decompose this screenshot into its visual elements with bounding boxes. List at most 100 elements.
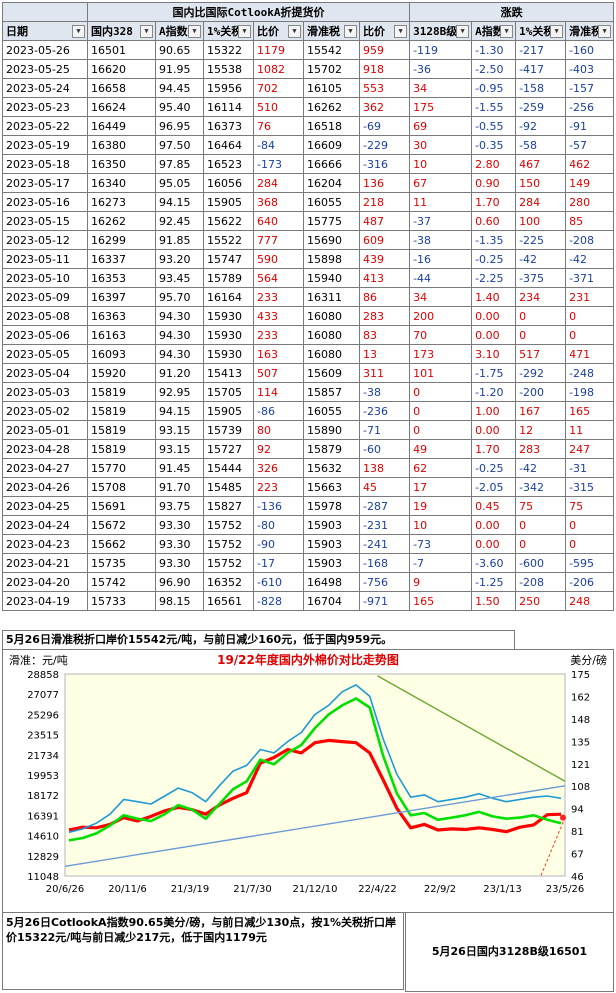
value-cell: 247 (565, 439, 615, 459)
series-line-0 (68, 738, 562, 834)
value-cell: 16518 (303, 116, 360, 136)
value-cell: -71 (358, 420, 411, 440)
value-cell: 16609 (303, 135, 360, 155)
date-cell: 2023-05-05 (2, 344, 88, 364)
column-header-10[interactable]: 滑准税 ▼ (565, 21, 615, 41)
value-cell: 11 (409, 192, 473, 212)
date-cell: 2023-04-27 (2, 458, 88, 478)
value-cell: 15770 (87, 458, 156, 478)
value-cell: 462 (565, 154, 615, 174)
column-header-1[interactable]: 国内328 ▼ (87, 21, 156, 41)
column-header-9[interactable]: 1%关税 ▼ (515, 21, 567, 41)
filter-dropdown-icon[interactable]: ▼ (344, 25, 357, 38)
table-row: 2023-05-05 16093 94.30 15930 163 16080 13 173 3.… (2, 344, 615, 364)
filter-dropdown-icon[interactable]: ▼ (550, 25, 564, 38)
value-cell: 15978 (303, 496, 360, 516)
value-cell: 95.05 (155, 173, 204, 193)
group-header-change: 涨跌 (409, 2, 615, 22)
value-cell: -259 (515, 97, 567, 117)
filter-dropdown-icon[interactable]: ▼ (456, 25, 470, 38)
filter-dropdown-icon[interactable]: ▼ (140, 25, 153, 38)
column-header-7[interactable]: 3128B级 ▼ (409, 21, 473, 41)
filter-dropdown-icon[interactable]: ▼ (188, 25, 201, 38)
column-header-5[interactable]: 滑准税 ▼ (303, 21, 360, 41)
column-header-4[interactable]: 比价 ▼ (253, 21, 304, 41)
value-cell: 16262 (87, 211, 156, 231)
value-cell: 439 (358, 249, 411, 269)
value-cell: 0 (515, 534, 567, 554)
value-cell: 15742 (87, 572, 156, 592)
value-cell: 0 (515, 325, 567, 345)
value-cell: 67 (409, 173, 473, 193)
value-cell: -1.20 (471, 382, 517, 402)
x-tick-label: 22/4/22 (358, 884, 397, 895)
column-header-0[interactable]: 日期 ▼ (2, 21, 88, 41)
value-cell: 91.20 (155, 363, 204, 383)
x-tick-label: 21/3/19 (171, 884, 210, 895)
filter-dropdown-icon[interactable]: ▼ (288, 25, 301, 38)
value-cell: 16093 (87, 344, 156, 364)
value-cell: -315 (565, 477, 615, 497)
value-cell: 16163 (87, 325, 156, 345)
date-cell: 2023-05-22 (2, 116, 88, 136)
y-left-tick-label: 21734 (27, 751, 59, 762)
table-row: 2023-05-09 16397 95.70 16164 233 16311 86 34 1.4… (2, 287, 615, 307)
value-cell: 165 (565, 401, 615, 421)
column-header-8[interactable]: A指数 ▼ (471, 21, 517, 41)
value-cell: 15739 (203, 420, 254, 440)
value-cell: -600 (515, 553, 567, 573)
value-cell: 34 (409, 78, 473, 98)
value-cell: 0.00 (471, 515, 517, 535)
y-right-axis-label: 美分/磅 (570, 653, 607, 667)
y-right-tick-label: 46 (571, 872, 584, 883)
value-cell: 1.40 (471, 287, 517, 307)
value-cell: -168 (358, 553, 411, 573)
column-header-label: 比价 (363, 25, 385, 38)
column-header-label: 日期 (6, 25, 28, 38)
value-cell: 16056 (203, 173, 254, 193)
filter-dropdown-icon[interactable]: ▼ (72, 25, 85, 38)
value-cell: -57 (565, 135, 615, 155)
value-cell: 15735 (87, 553, 156, 573)
table-row: 2023-05-10 16353 93.45 15789 564 15940 413 -44-… (2, 268, 615, 288)
date-cell: 2023-05-23 (2, 97, 88, 117)
value-cell: 223 (253, 477, 304, 497)
column-header-2[interactable]: A指数 ▼ (155, 21, 204, 41)
value-cell: 16299 (87, 230, 156, 250)
value-cell: 15956 (203, 78, 254, 98)
value-cell: 19 (409, 496, 473, 516)
y-left-tick-label: 28858 (27, 670, 59, 681)
value-cell: -1.30 (471, 40, 517, 60)
value-cell: -86 (253, 401, 304, 421)
value-cell: -17 (253, 553, 304, 573)
value-cell: 16273 (87, 192, 156, 212)
table-row: 2023-05-08 16363 94.30 15930 433 16080 283 200 0… (2, 306, 615, 326)
value-cell: -0.95 (471, 78, 517, 98)
value-cell: 1.70 (471, 192, 517, 212)
value-cell: 94.30 (155, 344, 204, 364)
header-blank (2, 2, 88, 22)
value-cell: 218 (358, 192, 411, 212)
value-cell: 16353 (87, 268, 156, 288)
date-cell: 2023-05-06 (2, 325, 88, 345)
value-cell: 16620 (87, 59, 156, 79)
value-cell: 15903 (303, 515, 360, 535)
value-cell: 16449 (87, 116, 156, 136)
filter-dropdown-icon[interactable]: ▼ (394, 25, 408, 38)
trendline-2 (540, 817, 566, 876)
column-header-3[interactable]: 1%关税 ▼ (203, 21, 254, 41)
filter-dropdown-icon[interactable]: ▼ (598, 25, 612, 38)
value-cell: 34 (409, 287, 473, 307)
value-cell: -248 (565, 363, 615, 383)
filter-dropdown-icon[interactable]: ▼ (238, 25, 251, 38)
value-cell: -16 (409, 249, 473, 269)
value-cell: 15662 (87, 534, 156, 554)
value-cell: -828 (253, 591, 304, 611)
value-cell: -342 (515, 477, 567, 497)
column-header-6[interactable]: 比价 ▼ (358, 21, 411, 41)
filter-dropdown-icon[interactable]: ▼ (500, 25, 514, 38)
value-cell: 16080 (303, 306, 360, 326)
value-cell: 15752 (203, 553, 254, 573)
value-cell: 0 (565, 325, 615, 345)
date-cell: 2023-05-02 (2, 401, 88, 421)
